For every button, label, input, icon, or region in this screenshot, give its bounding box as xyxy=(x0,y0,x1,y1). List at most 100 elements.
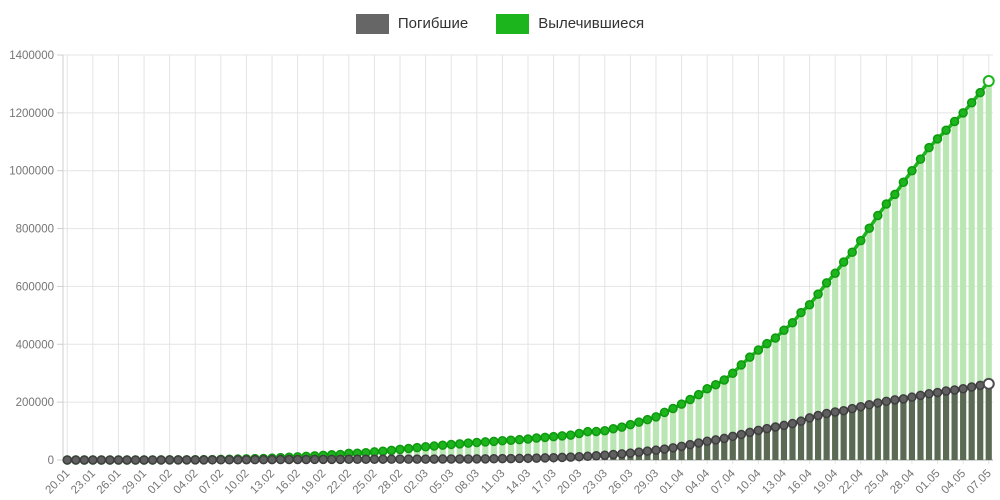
marker-recovered xyxy=(796,307,806,318)
marker-deaths xyxy=(762,423,772,434)
marker-deaths xyxy=(693,438,704,448)
marker-recovered xyxy=(668,403,678,414)
marker-deaths xyxy=(207,455,218,465)
x-tick-label: 14.03 xyxy=(504,468,533,497)
marker-deaths xyxy=(591,451,602,461)
marker-deaths xyxy=(250,454,260,465)
bar-deaths xyxy=(678,446,685,460)
marker-deaths xyxy=(327,454,337,465)
marker-deaths xyxy=(787,418,798,429)
marker-deaths xyxy=(838,405,849,416)
bar-deaths xyxy=(968,387,975,460)
marker-recovered xyxy=(804,300,815,310)
bar-recovered xyxy=(414,447,421,460)
marker-deaths xyxy=(113,455,124,465)
bar-recovered xyxy=(729,373,736,460)
marker-recovered xyxy=(378,446,388,456)
marker-deaths xyxy=(565,452,576,462)
bar-recovered xyxy=(943,130,950,460)
bar-recovered xyxy=(832,273,839,460)
marker-deaths xyxy=(309,454,320,465)
x-tick-label: 28.04 xyxy=(888,467,917,496)
marker-recovered xyxy=(770,333,781,343)
marker-deaths xyxy=(796,416,806,426)
bar-recovered xyxy=(678,404,685,460)
bar-recovered xyxy=(584,431,591,460)
marker-deaths xyxy=(395,454,405,464)
bar-recovered xyxy=(780,330,788,460)
x-tick-label: 13.04 xyxy=(760,467,789,496)
marker-recovered xyxy=(454,439,465,449)
bar-recovered xyxy=(738,364,745,460)
legend-item-deaths[interactable]: Погибшие xyxy=(355,14,468,34)
marker-recovered xyxy=(702,384,712,394)
marker-deaths xyxy=(864,400,875,410)
marker-recovered xyxy=(958,108,968,118)
bar-recovered xyxy=(524,438,532,460)
bar-deaths xyxy=(797,421,805,460)
x-tick-label: 04.04 xyxy=(683,467,712,496)
bar-recovered xyxy=(712,384,719,460)
marker-deaths xyxy=(941,386,951,396)
bar-recovered xyxy=(908,170,916,460)
marker-deaths xyxy=(71,455,81,465)
marker-deaths xyxy=(915,390,926,401)
x-tick-label: 20.03 xyxy=(555,468,584,497)
marker-deaths xyxy=(412,454,422,464)
bar-recovered xyxy=(874,215,881,460)
marker-deaths xyxy=(779,420,789,431)
marker-recovered xyxy=(480,437,491,447)
marker-deaths xyxy=(361,454,371,464)
marker-deaths xyxy=(548,452,559,463)
marker-deaths xyxy=(642,446,653,456)
marker-deaths xyxy=(105,455,115,465)
marker-recovered xyxy=(625,419,636,430)
marker-deaths xyxy=(301,454,311,465)
bar-deaths xyxy=(712,439,719,460)
bar-deaths xyxy=(661,449,668,460)
x-tick-label: 26.03 xyxy=(607,468,636,497)
y-tick-label: 1000000 xyxy=(9,166,54,178)
bar-deaths xyxy=(891,399,898,460)
bar-recovered xyxy=(669,408,677,460)
bar-deaths xyxy=(840,410,847,460)
marker-deaths xyxy=(966,382,977,392)
x-tick-label: 04.02 xyxy=(172,468,201,497)
bar-recovered xyxy=(687,399,694,460)
bar-recovered xyxy=(652,416,660,460)
marker-deaths xyxy=(898,394,909,404)
x-tick-label: 05.03 xyxy=(427,468,456,497)
marker-recovered xyxy=(437,440,448,450)
x-tick-label: 22.02 xyxy=(325,468,354,497)
marker-recovered xyxy=(762,338,772,349)
legend-label-recovered: Вылечившиеся xyxy=(538,15,645,32)
bar-recovered xyxy=(900,182,907,461)
bar-deaths xyxy=(985,383,992,460)
bar-recovered xyxy=(960,112,967,460)
marker-recovered xyxy=(907,165,917,176)
bar-recovered xyxy=(550,436,557,460)
bar-recovered xyxy=(482,441,489,460)
marker-deaths xyxy=(454,454,465,464)
bar-recovered xyxy=(806,304,813,460)
x-tick-label: 01.04 xyxy=(658,467,687,496)
marker-deaths xyxy=(608,449,619,460)
bar-recovered xyxy=(490,441,497,460)
x-tick-label: 16.04 xyxy=(786,467,815,496)
bar-deaths xyxy=(857,406,864,460)
y-tick-label: 1200000 xyxy=(9,108,54,120)
bar-deaths xyxy=(695,442,702,460)
y-tick-label: 600000 xyxy=(16,281,54,293)
x-tick-label: 29.01 xyxy=(120,468,149,497)
marker-recovered xyxy=(540,432,550,443)
marker-deaths xyxy=(982,377,995,390)
marker-deaths xyxy=(181,455,192,465)
x-tick-label: 19.02 xyxy=(300,468,329,497)
marker-recovered xyxy=(941,125,951,135)
marker-deaths xyxy=(617,449,627,459)
marker-recovered xyxy=(728,368,738,378)
marker-recovered xyxy=(915,154,926,164)
marker-recovered xyxy=(446,439,456,450)
bar-recovered xyxy=(977,92,984,460)
legend-item-recovered[interactable]: Вылечившиеся xyxy=(496,14,644,34)
